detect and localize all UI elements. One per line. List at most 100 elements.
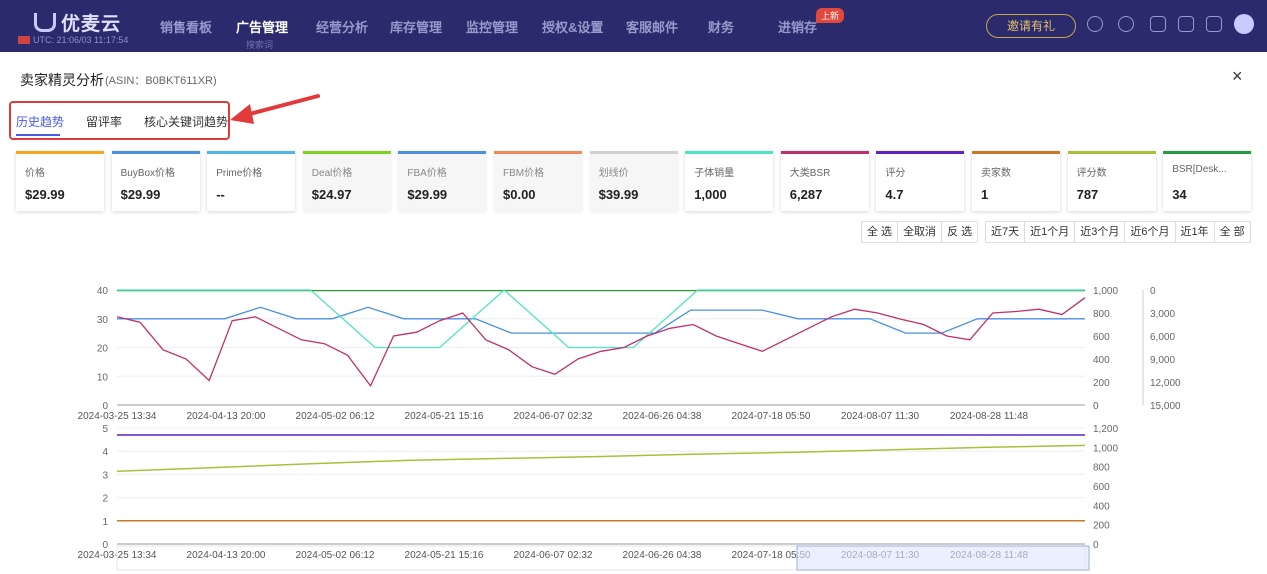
bell-icon[interactable] [1206,16,1222,32]
range-button-0[interactable]: 近7天 [986,222,1026,242]
series-line-3 [116,297,1086,388]
y-tick-label: 0 [102,540,108,551]
nav-item-0[interactable]: 销售看板 [160,20,213,35]
server-time: UTC: 21:06/03 11:17:54 [18,35,128,45]
y-tick-label: 40 [97,286,109,297]
select-button-1[interactable]: 全取消 [898,222,943,242]
nav-sub-label[interactable]: 搜索词 [246,40,274,50]
y-right-tick-label: 200 [1093,378,1110,389]
metric-card[interactable]: 卖家数 1 [972,151,1060,211]
logo-icon [34,13,56,32]
y-right2-tick-label: 6,000 [1150,332,1175,343]
metric-card[interactable]: FBM价格 $0.00 [494,151,582,211]
y-right-tick-label: 1,000 [1093,443,1118,454]
y-tick-label: 1 [102,517,108,528]
metric-card-value: $29.99 [25,187,65,202]
metric-card[interactable]: 子体销量 1,000 [685,151,774,211]
y-right-tick-label: 0 [1093,540,1099,551]
brand-name: 优麦云 [61,14,122,35]
metric-card[interactable]: BSR[Desk... 34 [1163,151,1252,211]
dialog-title: 卖家精灵分析 [20,72,104,88]
metric-card-value: $29.99 [407,187,448,202]
metric-card-label: 评分数 [1076,168,1107,179]
metric-card[interactable]: Prime价格 -- [207,151,296,211]
select-button-2[interactable]: 反 选 [947,226,973,238]
metric-card[interactable]: 评分数 787 [1067,151,1156,211]
message-icon[interactable] [1150,16,1166,32]
metric-card-label: 评分 [885,168,906,179]
metric-card-value: $24.97 [311,187,352,202]
y-right-tick-label: 1,200 [1093,424,1118,435]
nav-item-6[interactable]: 客服邮件 [626,20,679,35]
metric-card-value: $39.99 [598,187,639,202]
nav-item-8[interactable]: 进销存 [778,20,818,35]
brand-logo[interactable]: 优麦云 [34,9,121,36]
metric-card-value: 787 [1076,187,1099,202]
range-button-1[interactable]: 近1个月 [1025,222,1076,242]
y-right-tick-label: 800 [1093,463,1110,474]
select-button-0[interactable]: 全 选 [862,222,899,242]
x-tick-label: 2024-04-13 20:00 [187,411,266,422]
range-button-4[interactable]: 近1年 [1176,222,1215,242]
tab-core-keyword-trend[interactable]: 核心关键词趋势 [144,115,229,129]
range-button-2[interactable]: 近3个月 [1075,222,1126,242]
range-button-5[interactable]: 全 部 [1219,226,1245,238]
metric-card-label: BSR[Desk... [1172,164,1227,175]
metric-card-value: -- [216,187,225,202]
tab-history-trend[interactable]: 历史趋势 [16,115,65,129]
x-tick-label: 2024-06-26 04:38 [623,550,702,561]
user-avatar[interactable] [1234,14,1254,34]
y-tick-label: 2 [102,494,108,505]
download-icon[interactable] [1087,16,1103,32]
y-right2-tick-label: 0 [1150,286,1156,297]
metric-card[interactable]: BuyBox价格 $29.99 [111,151,200,211]
nav-item-1[interactable]: 广告管理 [236,20,289,35]
nav-item-3[interactable]: 库存管理 [390,20,443,35]
metric-card-label: Prime价格 [216,168,263,179]
y-right-tick-label: 600 [1093,482,1110,493]
range-button-3[interactable]: 近6个月 [1125,222,1176,242]
time-text: UTC: 21:06/03 11:17:54 [33,35,129,45]
y-right2-tick-label: 15,000 [1150,401,1181,412]
y-right-tick-label: 400 [1093,501,1110,512]
selection-button-group: 全 选全取消反 选 [861,221,979,243]
y-right2-tick-label: 12,000 [1150,378,1181,389]
metric-card-label: FBA价格 [407,168,447,179]
metric-card-value: $0.00 [503,187,536,202]
tab-review-rate[interactable]: 留评率 [86,115,123,129]
close-icon[interactable]: × [1232,66,1243,86]
x-tick-label: 2024-06-26 04:38 [623,411,702,422]
nav-item-4[interactable]: 监控管理 [466,20,519,35]
nav-item-5[interactable]: 授权&设置 [542,20,604,35]
y-tick-label: 0 [102,401,108,412]
x-tick-label: 2024-06-07 02:32 [514,411,593,422]
invite-button[interactable]: 邀请有礼 [986,14,1076,38]
metric-card[interactable]: 大类BSR 6,287 [780,151,869,211]
x-tick-label: 2024-07-18 05:50 [732,550,811,561]
metric-card[interactable]: 划线价 $39.99 [589,151,678,211]
top-navigation-bar: 优麦云 UTC: 21:06/03 11:17:54 销售看板 广告管理 经营分析 库… [0,0,1267,52]
metric-card-value: $29.99 [120,187,161,202]
x-tick-label: 2024-07-18 05:50 [732,411,811,422]
metric-card-label: 价格 [25,168,45,179]
metric-card[interactable]: Deal价格 $24.97 [302,151,391,211]
series-line-1 [116,444,1086,473]
metric-card-label: 卖家数 [981,168,1011,179]
nav-item-2[interactable]: 经营分析 [316,20,369,35]
y-right-tick-label: 1,000 [1093,286,1118,297]
y-tick-label: 10 [97,372,109,383]
date-range-button-group: 近7天 近1个月 近3个月 近6个月 近1年全 部 [985,221,1251,243]
new-badge: 上新 [816,8,845,23]
metric-card[interactable]: 评分 4.7 [876,151,965,211]
y-right-tick-label: 0 [1093,401,1099,412]
nav-item-7[interactable]: 财务 [708,20,735,35]
metric-card[interactable]: 价格 $29.99 [16,151,104,211]
y-tick-label: 5 [102,424,108,435]
cart-icon[interactable] [1178,16,1194,32]
help-icon[interactable] [1118,16,1134,32]
y-right-tick-label: 400 [1093,355,1110,366]
us-flag-icon [18,36,30,44]
tabs-highlight-box [9,101,230,140]
metric-card[interactable]: FBA价格 $29.99 [398,151,487,211]
metric-card-value: 6,287 [789,187,823,202]
